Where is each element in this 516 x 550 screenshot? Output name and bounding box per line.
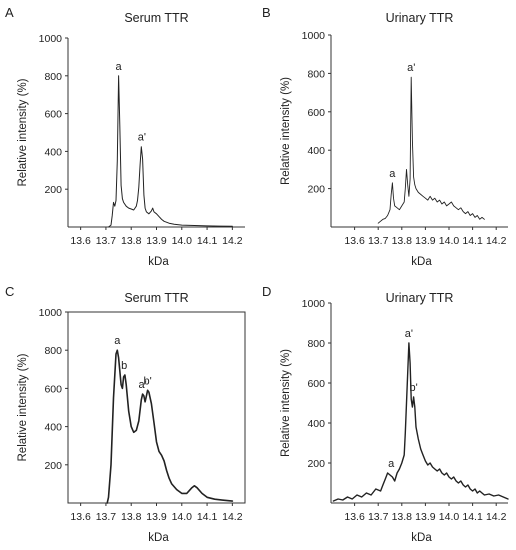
y-tick-label: 200 [307, 184, 325, 196]
x-tick-label: 13.9 [415, 511, 436, 523]
spectrum-line [108, 75, 233, 228]
y-tick-label: 1000 [302, 298, 326, 310]
peak-label: a' [405, 328, 413, 340]
panel-letter: D [262, 284, 271, 299]
x-tick-label: 13.7 [368, 511, 389, 523]
panel-letter: C [5, 284, 14, 299]
y-tick-label: 1000 [39, 33, 63, 45]
y-tick-label: 800 [307, 68, 325, 80]
x-axis-label: kDa [148, 256, 169, 268]
x-tick-label: 13.6 [70, 235, 91, 247]
panel-letter: B [262, 5, 271, 20]
x-tick-label: 14.0 [439, 235, 460, 247]
peak-label: a [116, 61, 123, 73]
peak-label: a' [138, 379, 146, 391]
chart-title: Serum TTR [124, 291, 188, 305]
y-tick-label: 1000 [302, 30, 326, 42]
x-tick-label: 14.0 [172, 235, 193, 247]
y-tick-label: 800 [307, 338, 325, 350]
y-axis-label: Relative intensity (%) [17, 78, 29, 186]
peak-label: b [121, 360, 127, 372]
peak-label: b' [409, 382, 417, 394]
peak-label: a' [138, 132, 146, 144]
y-tick-label: 400 [307, 418, 325, 430]
x-tick-label: 14.2 [486, 511, 507, 523]
panel-letter: A [5, 5, 14, 20]
x-tick-label: 14.2 [222, 235, 243, 247]
y-tick-label: 1000 [39, 307, 63, 319]
y-tick-label: 400 [307, 145, 325, 157]
y-axis-label: Relative intensity (%) [280, 77, 292, 185]
x-tick-label: 13.7 [96, 511, 117, 523]
y-tick-label: 600 [44, 109, 62, 121]
spectrum-line [106, 349, 234, 504]
x-tick-label: 13.8 [121, 235, 142, 247]
x-tick-label: 13.8 [392, 235, 413, 247]
y-tick-label: 400 [44, 422, 62, 434]
peak-label: a' [407, 62, 415, 74]
x-tick-label: 13.8 [392, 511, 413, 523]
x-tick-label: 14.1 [462, 511, 483, 523]
x-tick-label: 13.9 [146, 511, 167, 523]
x-axis-label: kDa [411, 256, 432, 268]
spectrum-line [332, 342, 509, 502]
x-tick-label: 14.1 [197, 235, 218, 247]
x-tick-label: 14.1 [462, 235, 483, 247]
x-tick-label: 13.6 [344, 511, 365, 523]
y-tick-label: 600 [307, 378, 325, 390]
y-tick-label: 600 [307, 107, 325, 119]
x-tick-label: 13.8 [121, 511, 142, 523]
plot-frame [67, 311, 246, 504]
x-tick-label: 13.7 [96, 235, 117, 247]
peak-label: a [388, 458, 395, 470]
y-axis-label: Relative intensity (%) [280, 349, 292, 457]
x-tick-label: 13.6 [70, 511, 91, 523]
y-tick-label: 200 [44, 184, 62, 196]
y-tick-label: 800 [44, 345, 62, 357]
chart-title: Urinary TTR [386, 11, 454, 25]
peak-label: b' [144, 375, 152, 387]
x-tick-label: 14.0 [439, 511, 460, 523]
y-tick-label: 200 [44, 460, 62, 472]
chart-panel-d: D Urinary TTR 200 400 600 800 1000 13.6 13.7 13.8… [262, 284, 509, 544]
chart-title: Urinary TTR [386, 291, 454, 305]
y-tick-label: 400 [44, 146, 62, 158]
peak-label: a [389, 168, 396, 180]
y-tick-label: 200 [307, 458, 325, 470]
x-tick-label: 14.2 [222, 511, 243, 523]
x-tick-label: 14.1 [197, 511, 218, 523]
x-tick-label: 13.9 [146, 235, 167, 247]
x-axis-label: kDa [411, 532, 432, 544]
y-tick-label: 600 [44, 383, 62, 395]
chart-panel-b: B Urinary TTR 200 400 600 800 1000 13.6 13.7 13.8… [262, 5, 508, 268]
chart-title: Serum TTR [124, 11, 188, 25]
y-axis-label: Relative intensity (%) [17, 353, 29, 461]
x-axis-label: kDa [148, 532, 169, 544]
spectrum-line [377, 76, 485, 224]
y-tick-label: 800 [44, 71, 62, 83]
chart-panel-a: A Serum TTR 200 400 600 800 1000 13.6 13.7 13.8 13… [5, 5, 245, 268]
x-tick-label: 13.7 [368, 235, 389, 247]
chart-panel-c: C Serum TTR 200 400 600 800 1000 13.6 13.7 13.8 13… [5, 284, 246, 544]
x-tick-label: 14.2 [486, 235, 507, 247]
peak-label: a [114, 335, 121, 347]
x-tick-label: 13.6 [344, 235, 365, 247]
x-tick-label: 14.0 [172, 511, 193, 523]
x-tick-label: 13.9 [415, 235, 436, 247]
